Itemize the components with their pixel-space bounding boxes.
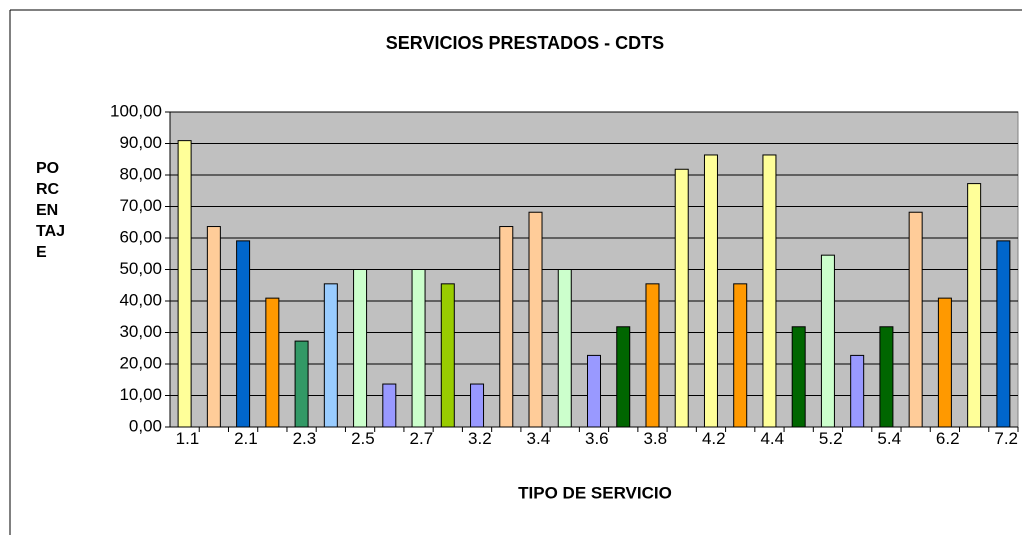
bar xyxy=(996,240,1011,428)
x-tick-label: 5.4 xyxy=(877,429,902,448)
bar xyxy=(703,154,718,428)
y-tick-label: 20,00 xyxy=(119,353,162,372)
bar xyxy=(587,354,601,428)
x-tick-label: 4.4 xyxy=(760,429,785,448)
bar xyxy=(879,326,894,428)
x-tick-label-box: 5.2 xyxy=(818,429,843,448)
bar xyxy=(937,297,952,428)
bar xyxy=(733,283,748,428)
bar xyxy=(236,240,251,428)
x-tick-label-box: 6.2 xyxy=(935,429,960,448)
x-axis-title: TIPO DE SERVICIO xyxy=(518,483,672,502)
bar xyxy=(440,283,455,428)
y-tick-label: 10,00 xyxy=(119,385,162,404)
bar xyxy=(557,269,572,428)
x-tick-label: 3.2 xyxy=(468,429,492,448)
bar xyxy=(294,340,309,428)
bar xyxy=(206,226,221,428)
bar xyxy=(762,154,777,428)
bar xyxy=(820,254,835,428)
x-tick-label-box: 3.8 xyxy=(643,429,668,448)
x-tick-label-box: 3.6 xyxy=(585,429,609,448)
x-tick-label: 1.1 xyxy=(175,429,200,448)
bar xyxy=(382,383,397,428)
x-tick-label: 6.2 xyxy=(935,429,960,448)
bar xyxy=(323,283,338,428)
bar xyxy=(850,354,865,428)
x-tick-label-box: 2.5 xyxy=(351,429,375,448)
x-tick-label: 2.3 xyxy=(292,429,317,448)
bar xyxy=(499,226,514,428)
bar xyxy=(967,183,982,428)
bar xyxy=(645,283,660,428)
x-tick-label-box: 7.2 xyxy=(994,429,1019,448)
x-tick-label: 2.7 xyxy=(409,429,434,448)
y-tick-label: 90,00 xyxy=(119,133,162,152)
x-tick-label: 3.8 xyxy=(643,429,668,448)
bar xyxy=(265,297,280,428)
x-tick-label-box: 2.3 xyxy=(292,429,317,448)
x-tick-label: 5.2 xyxy=(818,429,843,448)
x-tick-label: 3.4 xyxy=(526,429,551,448)
y-tick-label: 100,00 xyxy=(110,101,162,120)
y-tick-label: 30,00 xyxy=(119,322,162,341)
bar xyxy=(177,140,192,428)
bar xyxy=(353,269,368,428)
x-tick-label: 4.2 xyxy=(701,429,726,448)
x-tick-label: 2.1 xyxy=(234,429,258,448)
x-tick-label-box: 5.4 xyxy=(877,429,902,448)
x-tick-label: 7.2 xyxy=(994,429,1019,448)
y-axis-title: PORCENTAJE xyxy=(36,160,66,261)
x-tick-label-box: 4.4 xyxy=(760,429,785,448)
bar xyxy=(528,211,543,428)
bar xyxy=(470,383,485,428)
bar xyxy=(908,211,923,428)
x-tick-label: 2.5 xyxy=(351,429,375,448)
chart-title: SERVICIOS PRESTADOS - CDTS xyxy=(386,33,664,53)
y-tick-label: 40,00 xyxy=(119,290,162,309)
bar xyxy=(674,168,689,428)
y-tick-label: 0,00 xyxy=(129,416,162,435)
x-tick-label-box: 2.7 xyxy=(409,429,434,448)
y-tick-label: 50,00 xyxy=(119,259,162,278)
y-tick-label: 70,00 xyxy=(119,196,162,215)
y-tick-label: 60,00 xyxy=(119,227,162,246)
bar xyxy=(616,326,631,428)
x-tick-label-box: 2.1 xyxy=(234,429,258,448)
x-tick-label-box: 3.4 xyxy=(526,429,551,448)
x-tick-label: 3.6 xyxy=(585,429,609,448)
y-tick-label: 80,00 xyxy=(119,164,162,183)
x-tick-label-box: 1.1 xyxy=(175,429,200,448)
x-tick-label-box: 4.2 xyxy=(701,429,726,448)
bar xyxy=(411,269,426,428)
x-tick-label-box: 3.2 xyxy=(468,429,492,448)
y-axis-title-box: PORCENTAJE xyxy=(36,160,66,261)
bar xyxy=(791,326,806,428)
